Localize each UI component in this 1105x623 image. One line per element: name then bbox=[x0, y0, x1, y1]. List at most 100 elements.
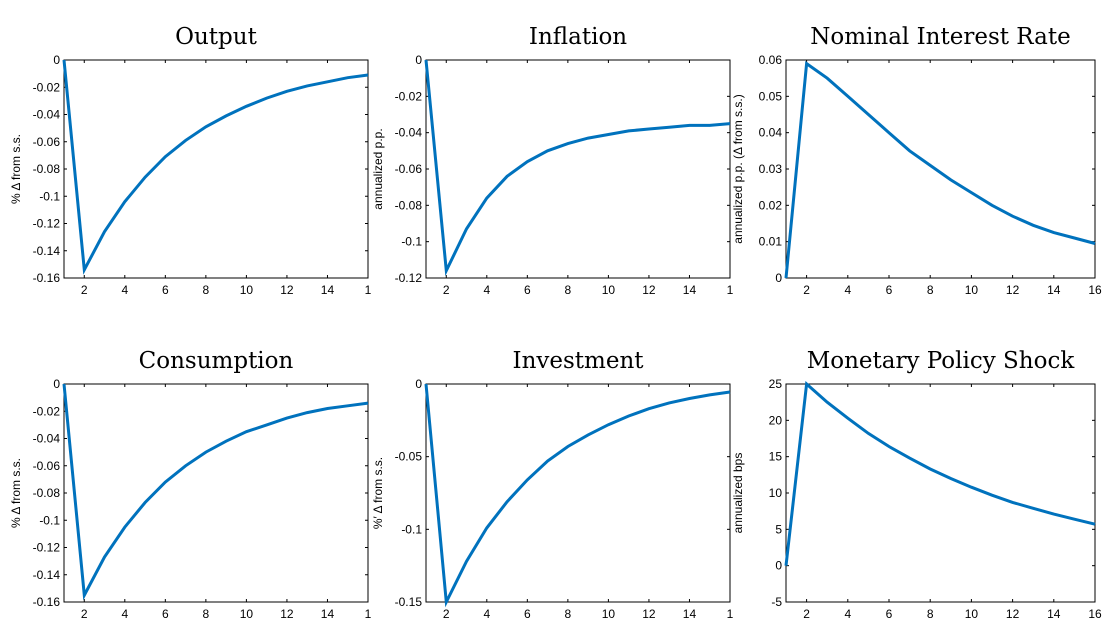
y-tick-label: -0.06 bbox=[33, 459, 61, 473]
x-tick-label: 14 bbox=[683, 607, 697, 621]
x-tick-label: 4 bbox=[121, 607, 128, 621]
series-line bbox=[424, 59, 731, 277]
data-point bbox=[607, 133, 610, 136]
y-tick-label: -0.15 bbox=[395, 595, 423, 609]
x-tick-label: 10 bbox=[240, 283, 254, 297]
data-point bbox=[867, 432, 870, 435]
plot-frame bbox=[425, 383, 731, 603]
data-point bbox=[805, 62, 808, 65]
data-point bbox=[204, 125, 207, 128]
data-point bbox=[929, 164, 932, 167]
data-point bbox=[888, 445, 891, 448]
x-tick-label: 14 bbox=[1047, 607, 1061, 621]
data-point bbox=[123, 200, 126, 203]
y-tick-label: 0 bbox=[415, 53, 422, 67]
data-point bbox=[63, 59, 66, 62]
data-point bbox=[546, 149, 549, 152]
y-axis-label: annualized p.p. bbox=[371, 128, 385, 209]
x-tick-label: 2 bbox=[443, 607, 450, 621]
data-point bbox=[326, 80, 329, 83]
x-tick-label: 8 bbox=[565, 283, 572, 297]
data-point bbox=[285, 90, 288, 93]
y-axis-label: annualized bps bbox=[731, 453, 745, 534]
x-tick-label: 8 bbox=[203, 607, 210, 621]
data-point bbox=[83, 594, 86, 597]
x-tick-label: 10 bbox=[240, 607, 254, 621]
series-line bbox=[424, 383, 731, 608]
y-tick-label: -0.1 bbox=[39, 189, 60, 203]
data-point bbox=[1011, 215, 1014, 218]
y-axis-label: %′ Δ from s.s. bbox=[371, 457, 385, 529]
data-point bbox=[63, 383, 66, 386]
data-point bbox=[1073, 518, 1076, 521]
data-point bbox=[445, 269, 448, 272]
y-tick-label: -0.12 bbox=[33, 217, 61, 231]
x-tick-label: 8 bbox=[565, 607, 572, 621]
data-point bbox=[485, 526, 488, 529]
data-point bbox=[970, 486, 973, 489]
y-tick-label: -0.1 bbox=[401, 522, 422, 536]
data-point bbox=[204, 451, 207, 454]
y-tick-label: 0.03 bbox=[759, 162, 783, 176]
x-tick-label: 2 bbox=[443, 283, 450, 297]
y-tick-label: -0.02 bbox=[33, 80, 61, 94]
data-point bbox=[888, 131, 891, 134]
data-point bbox=[607, 423, 610, 426]
x-tick-label: 8 bbox=[203, 283, 210, 297]
data-point bbox=[566, 445, 569, 448]
y-tick-label: -0.02 bbox=[395, 89, 423, 103]
data-point bbox=[367, 73, 370, 76]
data-point bbox=[949, 178, 952, 181]
data-point bbox=[729, 390, 732, 393]
y-tick-label: -0.08 bbox=[33, 486, 61, 500]
data-point bbox=[265, 97, 268, 100]
x-tick-label: 6 bbox=[524, 607, 531, 621]
x-tick-label: 6 bbox=[524, 283, 531, 297]
data-point bbox=[326, 407, 329, 410]
data-point bbox=[647, 128, 650, 131]
data-point bbox=[465, 227, 468, 230]
data-point bbox=[1032, 507, 1035, 510]
y-tick-label: -0.14 bbox=[33, 568, 61, 582]
chart-title: Monetary Policy Shock bbox=[807, 348, 1076, 374]
data-point bbox=[566, 142, 569, 145]
y-tick-label: 0 bbox=[53, 377, 60, 391]
data-point bbox=[647, 407, 650, 410]
data-point bbox=[867, 113, 870, 116]
data-point bbox=[506, 175, 509, 178]
x-tick-label: 10 bbox=[965, 283, 979, 297]
x-tick-label: 12 bbox=[1006, 283, 1020, 297]
y-tick-label: -0.02 bbox=[33, 404, 61, 418]
data-point bbox=[587, 433, 590, 436]
data-point bbox=[1094, 523, 1097, 526]
x-tick-label: 14 bbox=[321, 283, 335, 297]
series-line bbox=[62, 59, 369, 275]
y-tick-label: -0.04 bbox=[395, 126, 423, 140]
x-tick-label: 4 bbox=[844, 283, 851, 297]
y-tick-label: -0.08 bbox=[33, 162, 61, 176]
y-tick-label: 20 bbox=[769, 413, 783, 427]
data-point bbox=[785, 564, 788, 567]
data-point bbox=[346, 76, 349, 79]
x-tick-label: 8 bbox=[927, 283, 934, 297]
y-tick-label: 15 bbox=[769, 450, 783, 464]
data-point bbox=[826, 401, 829, 404]
y-tick-label: 0 bbox=[775, 559, 782, 573]
data-point bbox=[908, 457, 911, 460]
data-point bbox=[144, 176, 147, 179]
y-tick-label: 10 bbox=[769, 486, 783, 500]
data-point bbox=[445, 601, 448, 604]
data-point bbox=[1094, 242, 1097, 245]
y-tick-label: 0 bbox=[53, 53, 60, 67]
data-point bbox=[546, 460, 549, 463]
data-point bbox=[225, 440, 228, 443]
data-point bbox=[465, 560, 468, 563]
x-tick-label: 10 bbox=[965, 607, 979, 621]
x-tick-label: 10 bbox=[602, 607, 616, 621]
chart-title: Inflation bbox=[529, 24, 627, 50]
data-point bbox=[1052, 513, 1055, 516]
plot-frame bbox=[785, 59, 1096, 279]
data-point bbox=[846, 417, 849, 420]
